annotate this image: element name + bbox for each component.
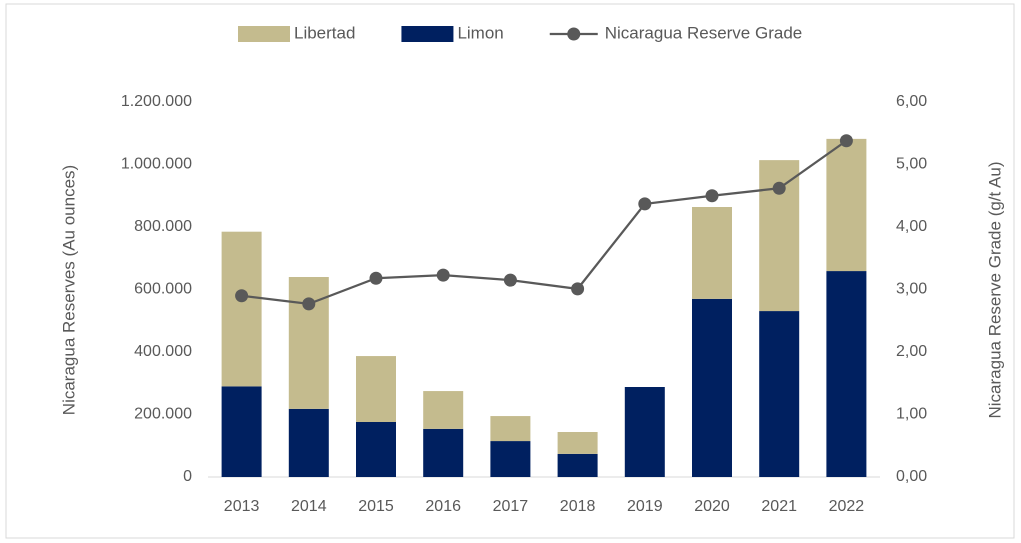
bar xyxy=(356,356,396,422)
y2-tick-label: 0,00 xyxy=(896,468,927,485)
bar xyxy=(288,408,329,477)
line-marker xyxy=(302,297,316,311)
bar xyxy=(557,453,598,477)
legend-swatch xyxy=(567,27,581,41)
y2-tick-label: 5,00 xyxy=(896,156,927,173)
y-tick-label: 200.000 xyxy=(134,406,192,423)
y2-tick-label: 6,00 xyxy=(896,93,927,110)
y-tick-label: 400.000 xyxy=(134,343,192,360)
legend-label: Nicaragua Reserve Grade xyxy=(605,23,802,42)
bar xyxy=(221,386,262,477)
line-marker xyxy=(705,189,719,203)
y-tick-label: 800.000 xyxy=(134,218,192,235)
y-tick-label: 1.200.000 xyxy=(121,93,192,110)
x-tick-label: 2018 xyxy=(560,498,596,515)
line-marker xyxy=(571,282,585,296)
y-axis-label: Nicaragua Reserves (Au ounces) xyxy=(59,165,78,415)
bar xyxy=(759,311,800,477)
legend-swatch xyxy=(401,26,454,42)
y2-tick-label: 3,00 xyxy=(896,281,927,298)
line-marker xyxy=(235,289,249,303)
x-tick-label: 2020 xyxy=(694,498,730,515)
y2-axis-label: Nicaragua Reserve Grade (g/t Au) xyxy=(985,161,1004,418)
line-marker xyxy=(503,273,517,287)
bar xyxy=(692,298,732,477)
bar xyxy=(826,271,867,477)
bar xyxy=(692,207,732,299)
y-tick-label: 600.000 xyxy=(134,281,192,298)
bar xyxy=(624,387,665,477)
y2-tick-label: 2,00 xyxy=(896,343,927,360)
x-tick-label: 2016 xyxy=(425,498,461,515)
bar xyxy=(356,422,396,477)
line-marker xyxy=(638,197,652,211)
x-tick-label: 2021 xyxy=(761,498,797,515)
y-tick-label: 1.000.000 xyxy=(121,156,192,173)
legend-label: Limon xyxy=(457,23,503,42)
x-tick-label: 2017 xyxy=(493,498,529,515)
line xyxy=(241,139,848,306)
x-tick-label: 2022 xyxy=(829,498,865,515)
line-marker xyxy=(772,181,786,195)
bar xyxy=(221,231,262,387)
bar xyxy=(490,416,531,442)
line-marker xyxy=(839,134,853,148)
x-tick-label: 2013 xyxy=(224,498,260,515)
bar xyxy=(288,277,329,409)
legend-swatch xyxy=(238,26,290,42)
x-tick-label: 2019 xyxy=(627,498,663,515)
legend-label: Libertad xyxy=(294,23,355,42)
y2-tick-label: 1,00 xyxy=(896,406,927,423)
y-tick-label: 0 xyxy=(183,468,192,485)
bar xyxy=(423,428,464,477)
x-tick-label: 2015 xyxy=(358,498,394,515)
bar xyxy=(423,391,464,429)
line-marker xyxy=(436,268,450,282)
bar xyxy=(557,432,598,454)
y2-tick-label: 4,00 xyxy=(896,218,927,235)
x-tick-label: 2014 xyxy=(291,498,327,515)
line-marker xyxy=(369,271,383,285)
bar xyxy=(490,441,531,477)
bar xyxy=(826,138,867,272)
